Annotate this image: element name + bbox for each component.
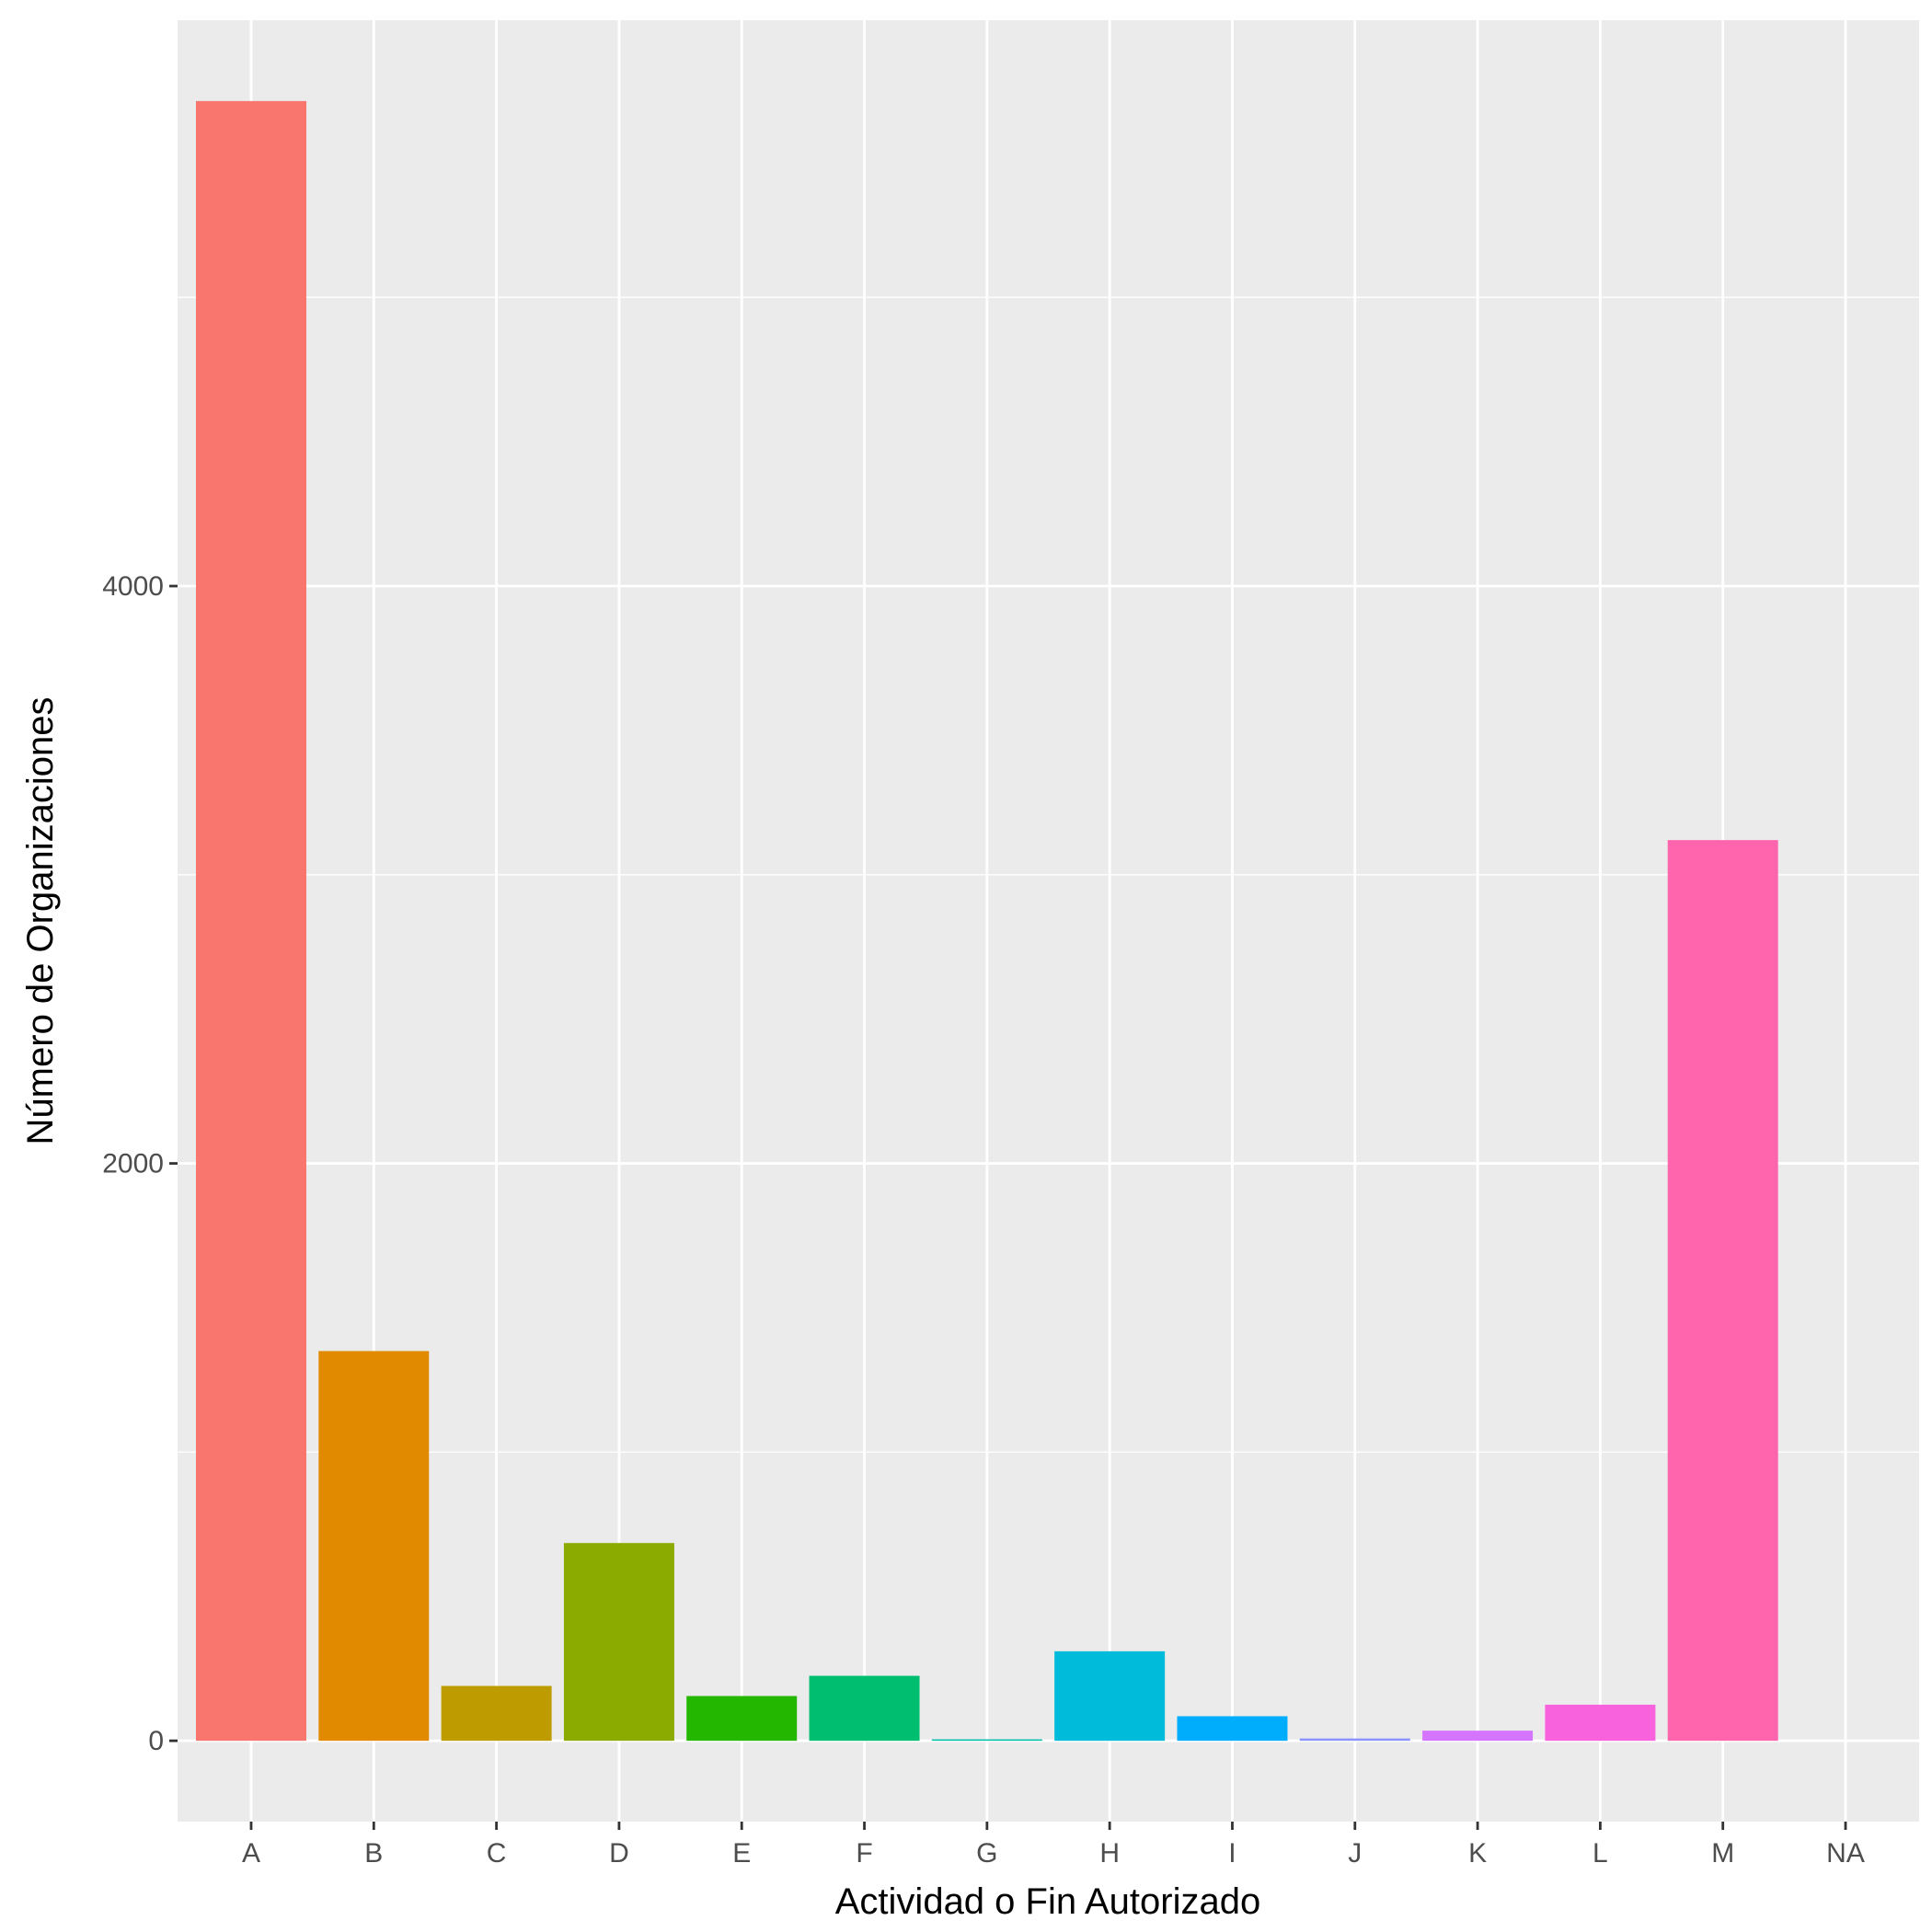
x-tick-label: K: [1468, 1838, 1487, 1869]
bar-d: [563, 1543, 674, 1742]
x-tick-label: NA: [1826, 1838, 1865, 1869]
bar-h: [1054, 1650, 1166, 1742]
y-tick-label: 4000: [102, 571, 164, 602]
plot-panel: [178, 20, 1919, 1822]
x-tick-label: I: [1228, 1838, 1236, 1869]
bar-f: [809, 1675, 920, 1742]
bar-i: [1177, 1716, 1288, 1742]
bars: [195, 100, 1778, 1742]
y-axis: 0 2000 4000: [102, 571, 178, 1756]
bar-e: [686, 1696, 798, 1742]
bar-a: [195, 100, 306, 1742]
minor-gridlines: [178, 296, 1919, 1454]
bar-b: [318, 1351, 430, 1742]
x-tick-label: M: [1711, 1838, 1734, 1869]
y-axis-title: Número de Organizaciones: [20, 697, 61, 1145]
bar-k: [1422, 1731, 1534, 1742]
x-tick-label: C: [487, 1838, 507, 1869]
x-tick-label: E: [732, 1838, 751, 1869]
x-tick-label: L: [1593, 1838, 1608, 1869]
bar-g: [931, 1739, 1042, 1742]
bar-m: [1667, 840, 1778, 1742]
bar-l: [1545, 1704, 1656, 1742]
bar-j: [1299, 1738, 1410, 1742]
bar-c: [441, 1685, 552, 1742]
x-tick-label: J: [1348, 1838, 1362, 1869]
x-tick-label: D: [609, 1838, 629, 1869]
y-tick-label: 0: [148, 1726, 164, 1756]
x-tick-label: G: [976, 1838, 997, 1869]
x-tick-label: H: [1099, 1838, 1120, 1869]
x-axis: A B C D E F G H I J K L M NA: [242, 1822, 1865, 1869]
x-tick-label: F: [856, 1838, 872, 1869]
x-tick-label: B: [364, 1838, 383, 1869]
major-gridlines: [178, 20, 1919, 1822]
y-tick-label: 2000: [102, 1149, 164, 1179]
x-axis-title: Actividad o Fin Autorizado: [835, 1881, 1260, 1922]
x-tick-label: A: [242, 1838, 260, 1869]
